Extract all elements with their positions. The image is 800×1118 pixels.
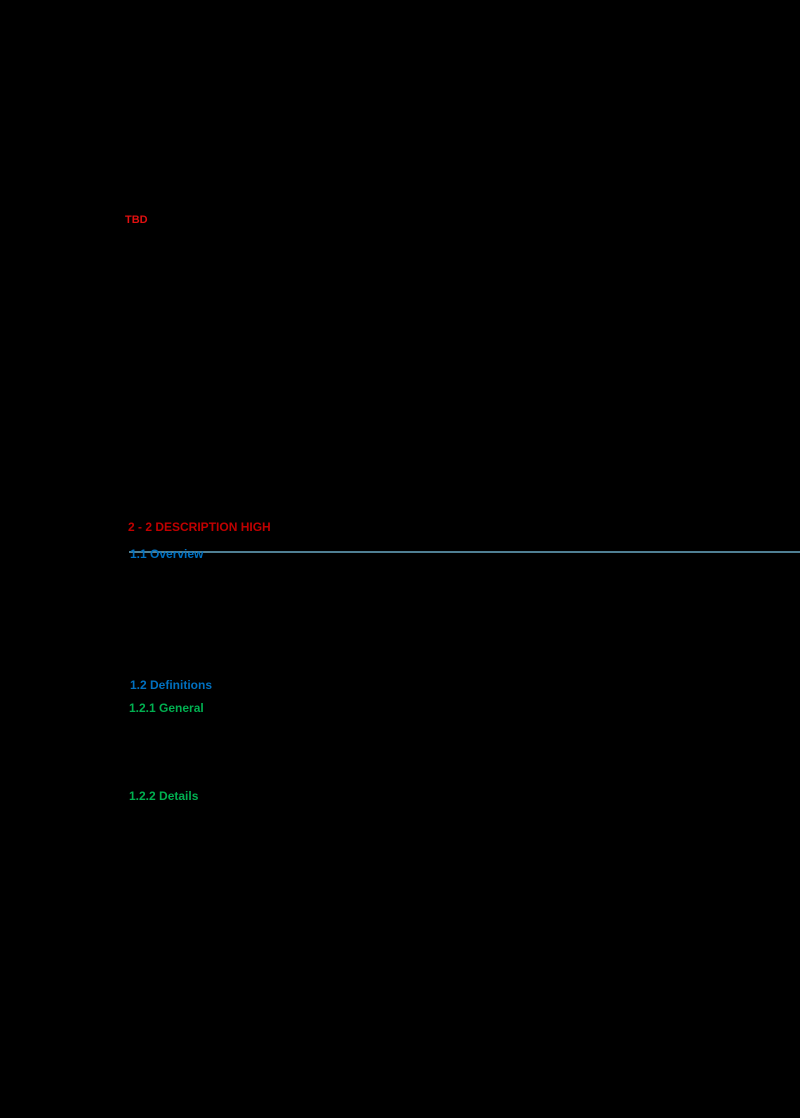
- section-heading-red: 2 - 2 DESCRIPTION HIGH: [128, 520, 271, 534]
- heading-1-2: 1.2 Definitions: [130, 678, 213, 692]
- heading-1-2-1: 1.2.1 General: [129, 701, 204, 715]
- heading-1-1: 1.1 Overview: [130, 547, 204, 561]
- horizontal-rule: [129, 551, 800, 553]
- red-top-label: TBD: [125, 214, 148, 226]
- heading-1-2-2: 1.2.2 Details: [129, 789, 199, 803]
